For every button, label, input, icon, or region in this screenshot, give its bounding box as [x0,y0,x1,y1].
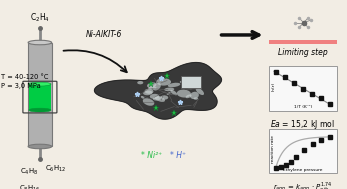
Bar [269,66,337,111]
Text: * H⁺: * H⁺ [170,151,186,160]
Ellipse shape [147,82,156,88]
Ellipse shape [29,82,51,86]
Text: * Ni²⁺: * Ni²⁺ [141,151,162,160]
Bar [28,43,52,146]
Text: Ni-AlKIT-6: Ni-AlKIT-6 [86,30,122,39]
Ellipse shape [170,90,177,95]
Text: T = 40-120 °C
P = 3,0 MPa: T = 40-120 °C P = 3,0 MPa [1,74,48,89]
Text: $\it{r_{app}}$ = $\it{k_{app}}$ · $\it{P_{eth}^{1.74}}$: $\it{r_{app}}$ = $\it{k_{app}}$ · $\it{P… [273,180,333,189]
FancyBboxPatch shape [181,76,201,88]
Bar [29,84,51,110]
Ellipse shape [145,89,153,94]
Text: $\mathregular{C_2H_4}$: $\mathregular{C_2H_4}$ [30,11,50,24]
Ellipse shape [164,88,174,91]
Ellipse shape [196,88,204,95]
Ellipse shape [153,83,161,91]
Ellipse shape [156,78,171,86]
Ellipse shape [177,90,191,98]
Ellipse shape [154,96,165,102]
Text: $\mathregular{C_8H_{16}}$: $\mathregular{C_8H_{16}}$ [19,184,40,189]
Text: $\it{Ea}$ = 15,2 kJ mol: $\it{Ea}$ = 15,2 kJ mol [270,118,335,131]
Ellipse shape [28,144,52,149]
Ellipse shape [190,92,199,99]
Text: 1/T (K⁻¹): 1/T (K⁻¹) [294,105,312,109]
Ellipse shape [168,83,180,87]
Ellipse shape [143,91,152,95]
Ellipse shape [28,40,52,45]
Ellipse shape [148,86,156,90]
Ellipse shape [186,94,192,98]
Ellipse shape [180,81,187,83]
Ellipse shape [150,94,159,99]
Text: ln(r): ln(r) [271,82,276,91]
Text: reaction rate: reaction rate [271,135,276,163]
Ellipse shape [143,98,154,106]
Ellipse shape [160,95,168,100]
Ellipse shape [194,97,198,100]
Bar [269,129,337,173]
Ellipse shape [187,83,195,88]
Ellipse shape [141,96,144,99]
Text: Limiting step: Limiting step [278,48,328,57]
Ellipse shape [153,97,161,101]
Ellipse shape [29,108,51,112]
Ellipse shape [137,81,143,84]
Text: $\mathregular{C_4H_8}$: $\mathregular{C_4H_8}$ [20,167,39,177]
Bar [269,40,337,44]
Ellipse shape [167,92,171,95]
Ellipse shape [188,83,200,89]
Text: Ethylene pressure: Ethylene pressure [283,168,322,172]
Polygon shape [94,63,221,119]
Text: $\mathregular{C_6H_{12}}$: $\mathregular{C_6H_{12}}$ [45,163,66,174]
